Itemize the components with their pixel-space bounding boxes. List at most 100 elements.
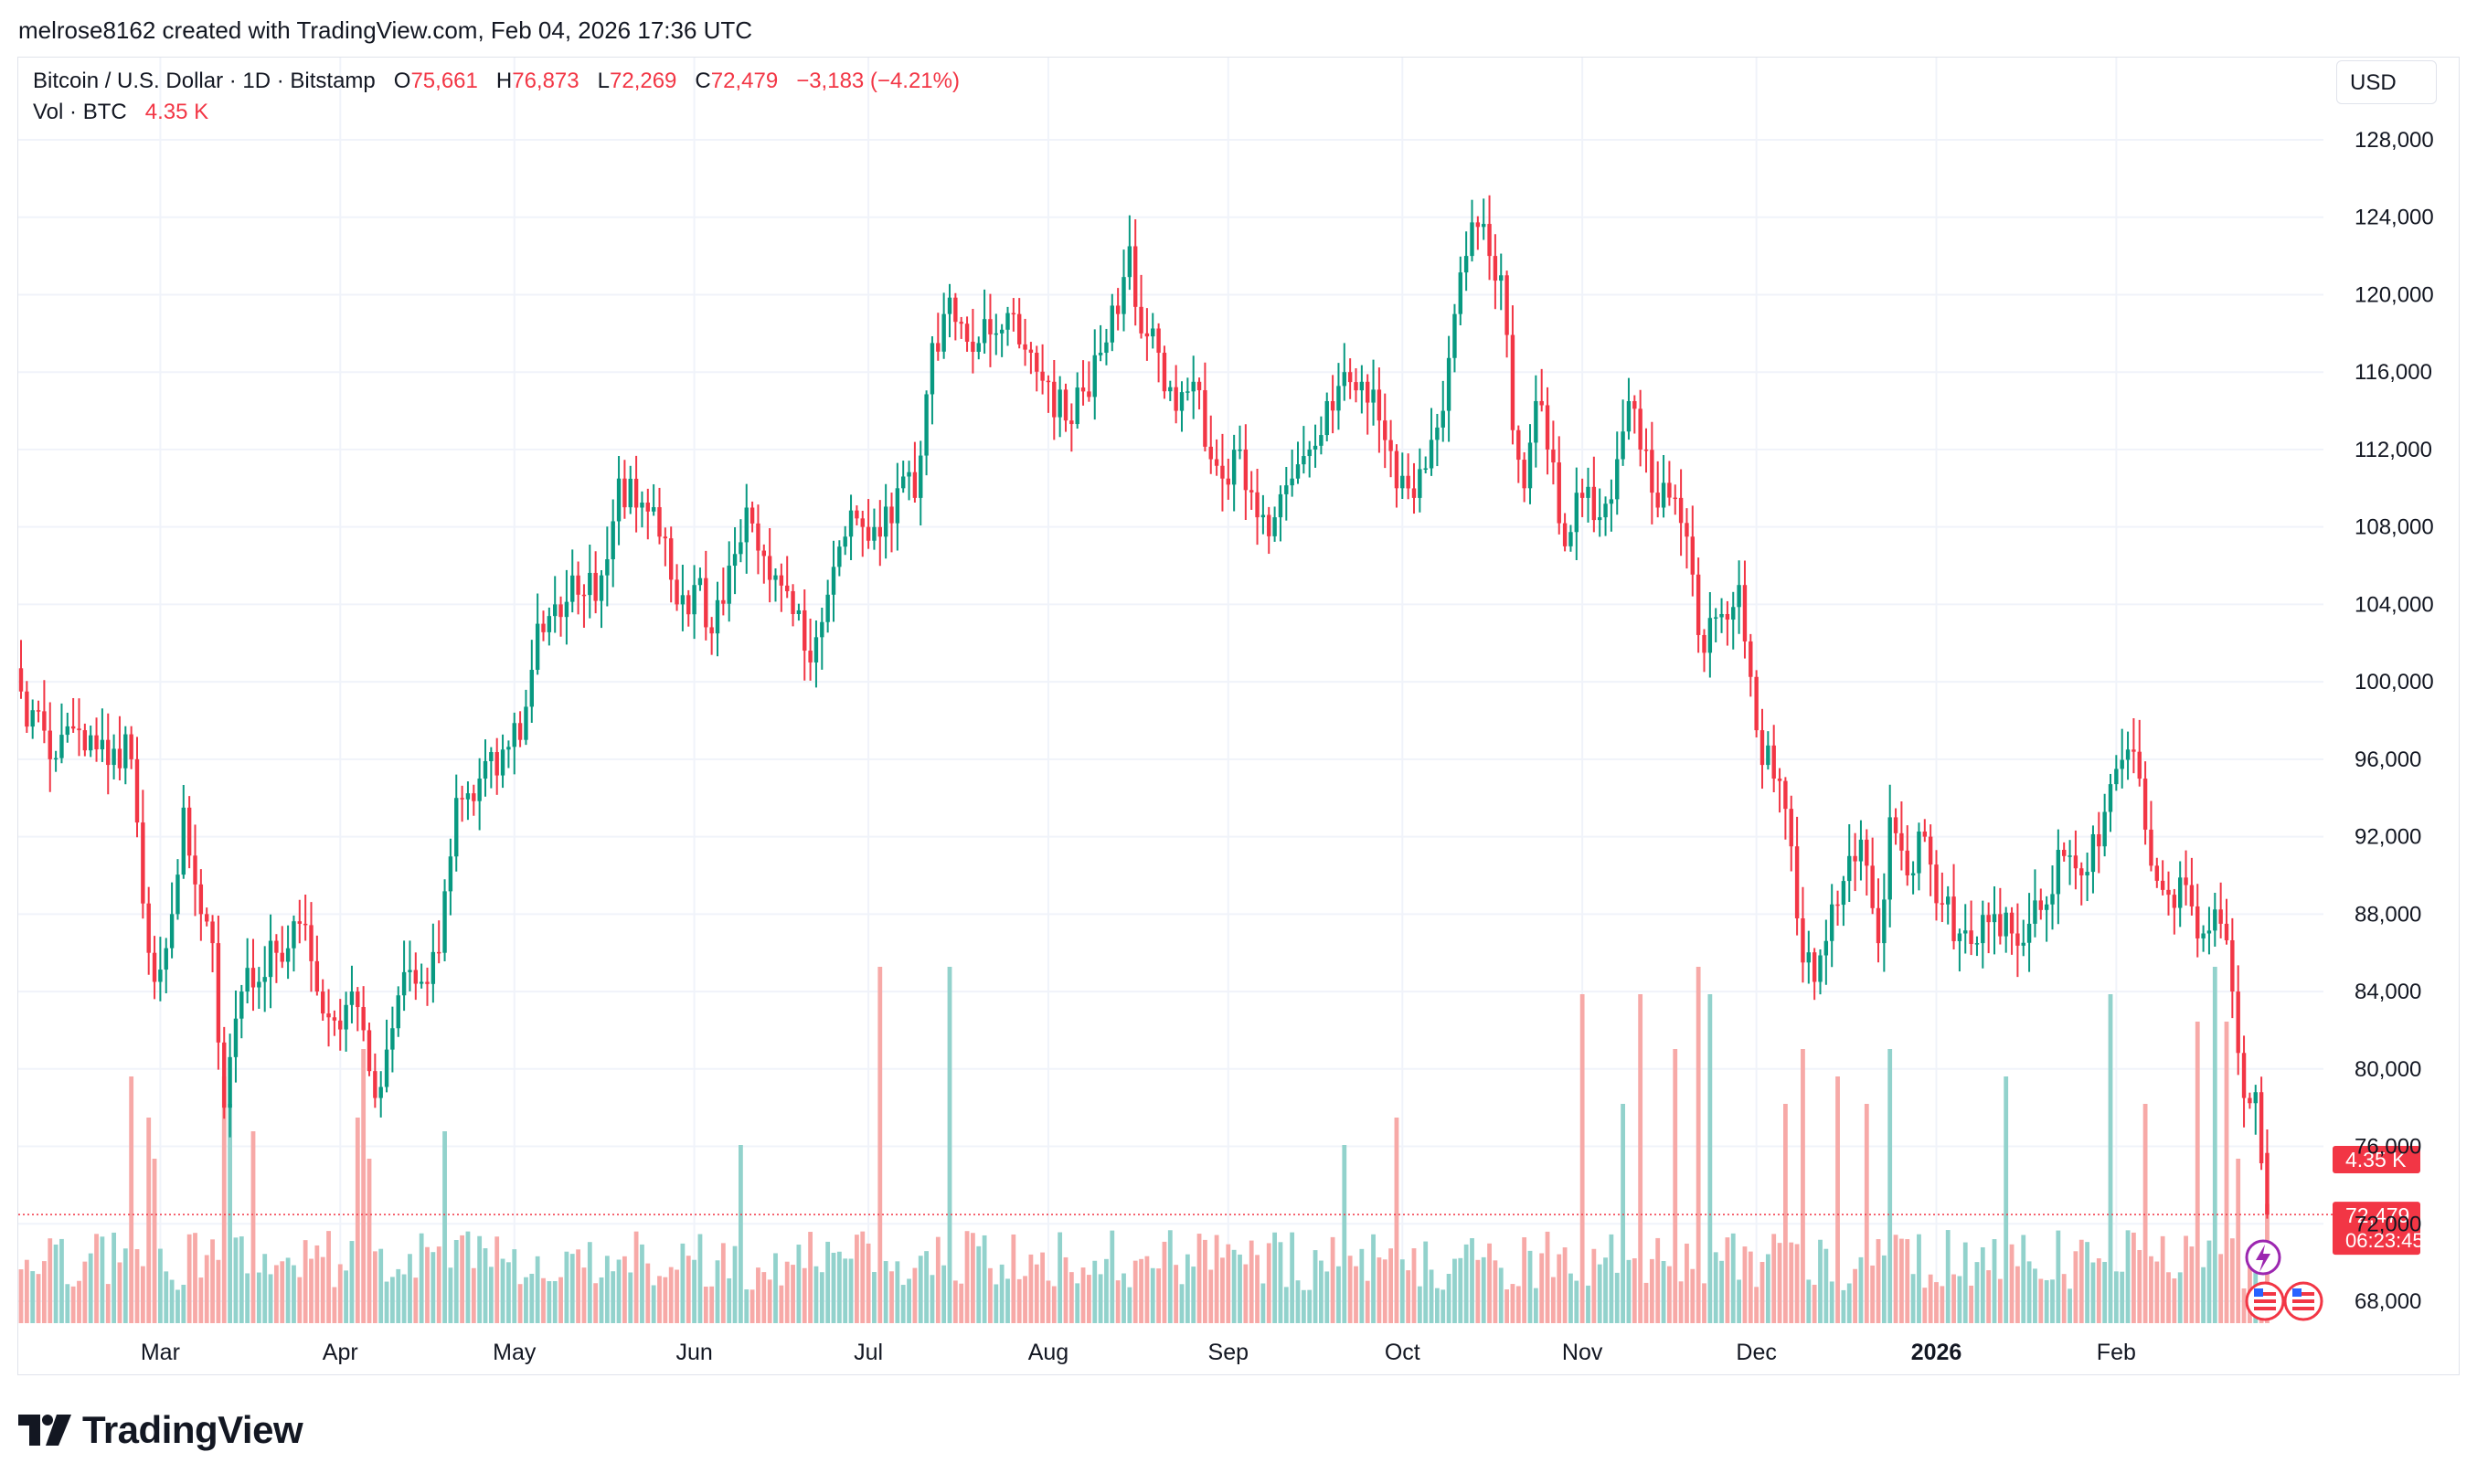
candle-body[interactable] <box>779 575 784 586</box>
candle-body[interactable] <box>1551 449 1556 463</box>
candle-body[interactable] <box>314 960 320 992</box>
candle-body[interactable] <box>2248 1097 2252 1104</box>
candle-body[interactable] <box>2004 912 2008 937</box>
candle-body[interactable] <box>749 507 755 524</box>
candle-body[interactable] <box>1516 429 1521 461</box>
candle-body[interactable] <box>1342 372 1346 387</box>
candle-body[interactable] <box>959 322 963 324</box>
candle-body[interactable] <box>1295 464 1301 479</box>
candle-body[interactable] <box>645 503 650 512</box>
candle-body[interactable] <box>2050 894 2055 905</box>
candle-body[interactable] <box>1151 328 1155 337</box>
candle-body[interactable] <box>1759 730 1765 766</box>
candle-body[interactable] <box>2265 1152 2270 1215</box>
candle-body[interactable] <box>1028 349 1034 354</box>
candle-body[interactable] <box>640 503 644 508</box>
candle-body[interactable] <box>1969 930 1973 944</box>
candle-body[interactable] <box>257 981 261 988</box>
candle-body[interactable] <box>1812 952 1817 982</box>
candle-body[interactable] <box>1058 389 1062 418</box>
candle-body[interactable] <box>1046 380 1051 383</box>
candle-body[interactable] <box>1615 459 1620 500</box>
candle-body[interactable] <box>1156 328 1161 354</box>
candle-body[interactable] <box>483 760 488 779</box>
candle-body[interactable] <box>1400 475 1405 489</box>
candle-body[interactable] <box>2201 933 2206 938</box>
candle-body[interactable] <box>692 585 696 615</box>
candle-body[interactable] <box>919 455 923 498</box>
candle-body[interactable] <box>1127 246 1132 278</box>
candle-body[interactable] <box>1330 400 1335 411</box>
candle-body[interactable] <box>971 341 975 353</box>
candle-body[interactable] <box>1992 914 1997 923</box>
candle-body[interactable] <box>1406 475 1410 489</box>
candle-body[interactable] <box>1168 387 1173 392</box>
candle-body[interactable] <box>1324 400 1329 436</box>
candle-body[interactable] <box>1841 881 1846 906</box>
candle-body[interactable] <box>2033 900 2037 924</box>
candle-body[interactable] <box>1482 224 1486 228</box>
candle-body[interactable] <box>924 394 929 456</box>
candle-body[interactable] <box>1278 493 1283 518</box>
candle-body[interactable] <box>2230 939 2235 992</box>
symbol-title[interactable]: Bitcoin / U.S. Dollar · 1D · Bitstamp <box>33 69 376 93</box>
candle-body[interactable] <box>454 798 459 857</box>
candle-body[interactable] <box>437 951 441 954</box>
candle-body[interactable] <box>1951 896 1956 941</box>
candle-body[interactable] <box>686 595 691 615</box>
candle-body[interactable] <box>1238 449 1242 451</box>
candle-body[interactable] <box>332 1017 337 1021</box>
candle-body[interactable] <box>976 343 981 353</box>
candle-body[interactable] <box>1998 914 2003 937</box>
candle-body[interactable] <box>1771 745 1776 779</box>
candle-body[interactable] <box>448 856 453 892</box>
candle-body[interactable] <box>1208 446 1213 460</box>
candle-body[interactable] <box>1539 400 1544 406</box>
candle-body[interactable] <box>1957 933 1962 941</box>
candle-body[interactable] <box>2073 855 2078 869</box>
candle-body[interactable] <box>338 1020 343 1030</box>
candle-body[interactable] <box>1946 896 1951 905</box>
candle-body[interactable] <box>465 793 471 800</box>
candle-body[interactable] <box>303 923 308 926</box>
candle-body[interactable] <box>222 1042 227 1108</box>
candle-body[interactable] <box>820 621 824 638</box>
candle-body[interactable] <box>1801 917 1805 963</box>
tradingview-logo[interactable]: TradingView <box>18 1407 303 1453</box>
candle-body[interactable] <box>344 1004 348 1030</box>
candle-body[interactable] <box>1005 313 1010 330</box>
candle-body[interactable] <box>1191 381 1196 392</box>
candle-body[interactable] <box>715 599 720 634</box>
candle-body[interactable] <box>285 948 291 962</box>
candle-body[interactable] <box>77 728 81 731</box>
candle-body[interactable] <box>1354 382 1358 391</box>
candle-body[interactable] <box>42 711 47 731</box>
candle-body[interactable] <box>1475 222 1481 228</box>
candle-body[interactable] <box>1650 450 1654 493</box>
candle-body[interactable] <box>1917 832 1921 874</box>
candle-body[interactable] <box>803 610 807 652</box>
candle-body[interactable] <box>1249 490 1254 493</box>
candle-body[interactable] <box>106 739 111 766</box>
candle-body[interactable] <box>1731 607 1736 620</box>
candle-body[interactable] <box>1586 486 1590 498</box>
candle-body[interactable] <box>1714 617 1718 619</box>
candle-body[interactable] <box>837 546 842 567</box>
candle-body[interactable] <box>401 971 407 996</box>
candle-body[interactable] <box>1023 344 1027 350</box>
candle-body[interactable] <box>117 748 122 768</box>
candle-body[interactable] <box>431 951 436 984</box>
candle-body[interactable] <box>1847 855 1852 882</box>
candle-body[interactable] <box>535 623 540 671</box>
candle-body[interactable] <box>65 726 69 736</box>
candle-body[interactable] <box>1493 256 1498 281</box>
candle-body[interactable] <box>1214 459 1219 466</box>
candle-body[interactable] <box>1910 873 1916 875</box>
candle-body[interactable] <box>883 506 888 537</box>
candle-body[interactable] <box>1690 536 1695 575</box>
candle-body[interactable] <box>1626 400 1632 432</box>
candle-body[interactable] <box>1661 482 1666 508</box>
candle-body[interactable] <box>1928 836 1933 865</box>
candle-body[interactable] <box>1463 256 1469 273</box>
